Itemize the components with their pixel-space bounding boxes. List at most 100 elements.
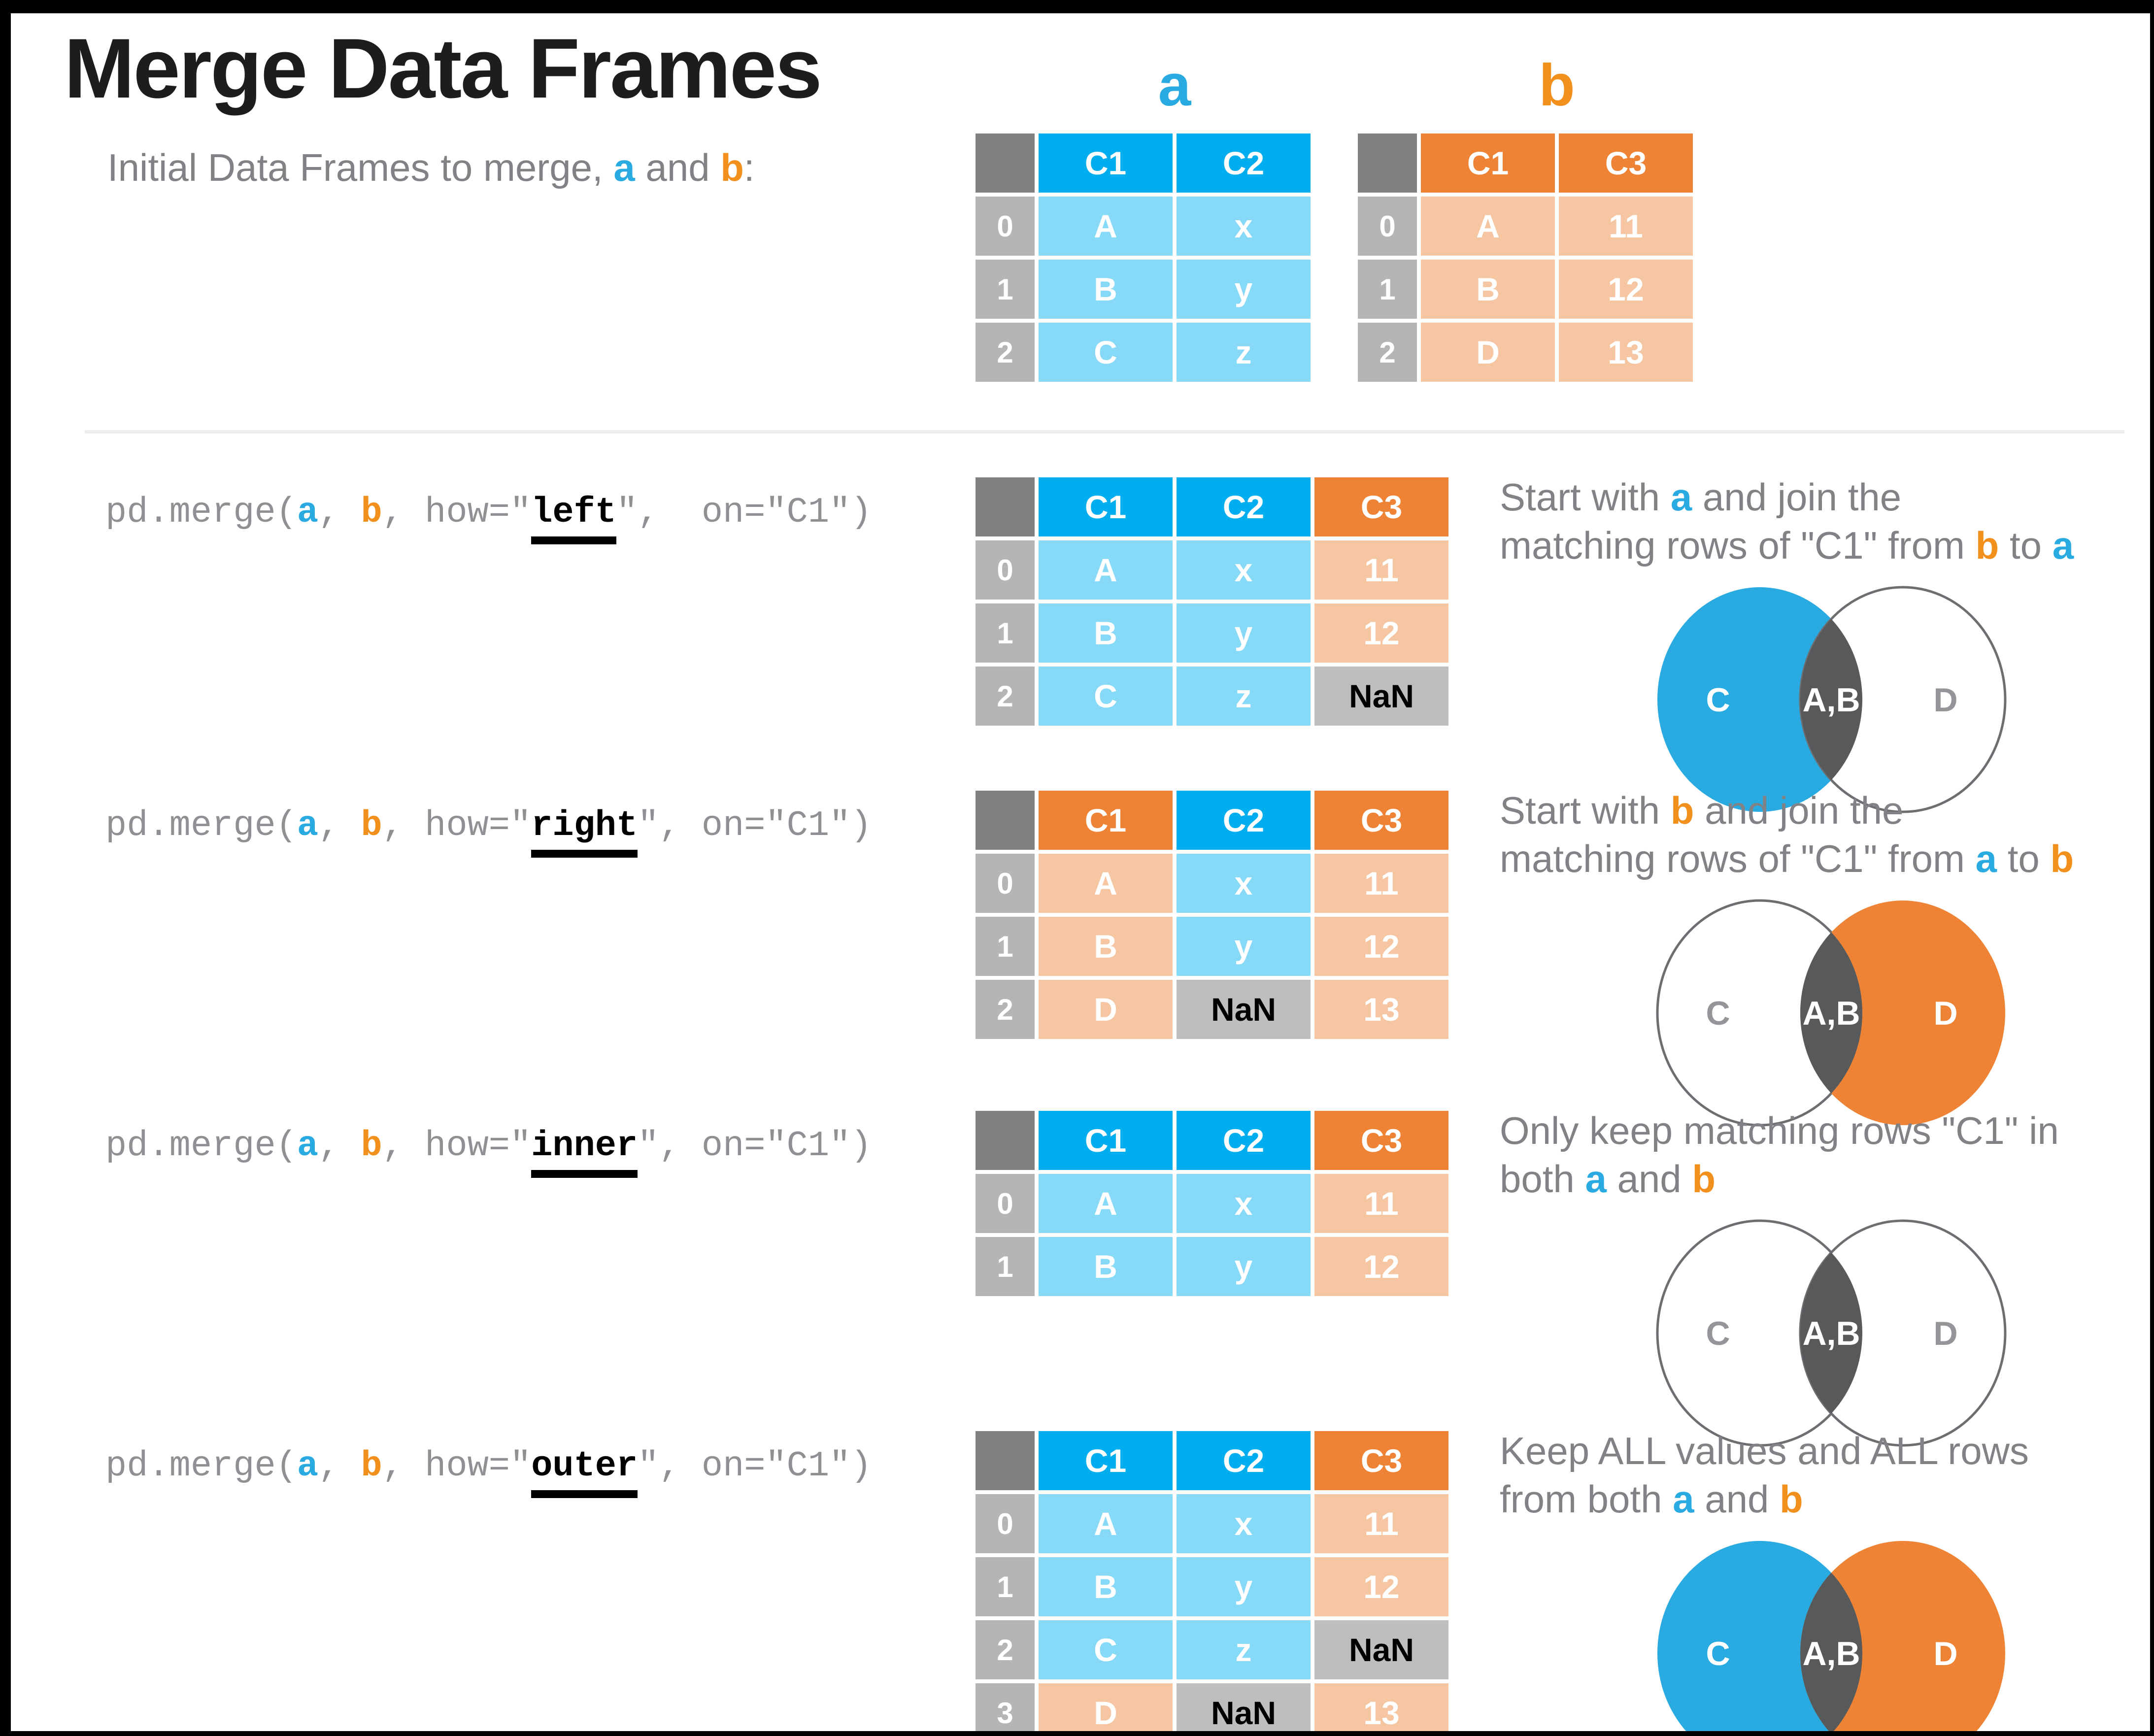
dataframe-label-a: a (1158, 52, 1191, 118)
venn-label-right: D (1933, 681, 1957, 719)
venn-diagram-1: C A,B D (1656, 899, 2005, 1127)
code-outer-how: outer (531, 1446, 638, 1498)
venn-label-intersection: A,B (1802, 681, 1860, 719)
venn-label-left: C (1706, 681, 1730, 719)
table-corner-cell (976, 1111, 1035, 1170)
table-cell: y (1177, 917, 1311, 976)
table-cell: D (1039, 980, 1173, 1039)
venn-label-intersection: A,B (1802, 1315, 1860, 1352)
code-line-left: pd.merge(a, b, how="left", on="C1") (105, 492, 872, 544)
table-header-cell: C1 (1039, 134, 1173, 193)
table-cell: x (1177, 1494, 1311, 1553)
table-header-cell: C2 (1177, 1431, 1311, 1490)
table-header-cell: C3 (1314, 791, 1448, 850)
table-cell: A (1039, 197, 1173, 256)
code-right-blue: a (297, 805, 319, 846)
table-header-cell: C1 (1039, 1111, 1173, 1170)
table-index-cell: 0 (976, 854, 1035, 913)
table-cell: x (1177, 540, 1311, 600)
venn-diagram-0: C A,B D (1657, 586, 2006, 813)
venn-label-right: D (1933, 1635, 1957, 1672)
desc-left-gray: Start with (1500, 475, 1671, 519)
table-cell: B (1039, 1557, 1173, 1616)
table-cell: z (1177, 667, 1311, 726)
desc-left-blue: a (1670, 475, 1692, 519)
desc-left-gray: to (1999, 523, 2053, 567)
code-inner-gray: ", on="C1") (638, 1126, 872, 1166)
description-text-outer: Keep ALL values and ALL rows from both a … (1500, 1427, 2150, 1523)
desc-inner-blue: a (1585, 1157, 1607, 1201)
table-header-cell: C1 (1039, 791, 1173, 850)
initial-table-group-b: b C1 C3 0 A 11 1 B 12 2 D 13 (1358, 46, 1693, 382)
code-right-gray: , (318, 805, 361, 846)
table-cell: 12 (1314, 1237, 1448, 1296)
code-line-outer: pd.merge(a, b, how="outer", on="C1") (105, 1446, 872, 1498)
table-header-cell: C2 (1177, 791, 1311, 850)
table-header-cell: C2 (1177, 477, 1311, 536)
desc-right-gray: to (1997, 836, 2051, 880)
desc-inner-orange: b (1692, 1157, 1716, 1201)
venn-diagram-3: C A,B D (1657, 1541, 2005, 1731)
section-right: pd.merge(a, b, how="right", on="C1") C1 C2… (11, 776, 2150, 1127)
table-header-cell: C2 (1177, 1111, 1311, 1170)
table-index-cell: 1 (976, 1557, 1035, 1616)
desc-inner-gray: and (1606, 1157, 1692, 1201)
desc-outer-gray: Keep ALL values and ALL rows (1500, 1429, 2029, 1472)
table-header-cell: C1 (1039, 1431, 1173, 1490)
code-inner-blue: a (297, 1126, 319, 1166)
table-index-cell: 0 (976, 540, 1035, 600)
intro-gray: Initial Data Frames to merge, (107, 146, 614, 189)
table-cell: y (1177, 1557, 1311, 1616)
desc-right-blue: a (1975, 836, 1997, 880)
code-inner-how: inner (531, 1126, 638, 1178)
table-nan-cell: NaN (1314, 667, 1448, 726)
venn-label-left: C (1706, 1635, 1730, 1672)
description-text-inner: Only keep matching rows "C1" in both a an… (1500, 1107, 2150, 1203)
initial-table-b: C1 C3 0 A 11 1 B 12 2 D 13 (1358, 134, 1693, 382)
code-outer-orange: b (361, 1446, 382, 1486)
section-outer: pd.merge(a, b, how="outer", on="C1") C1 C2… (11, 1416, 2150, 1731)
code-line-inner: pd.merge(a, b, how="inner", on="C1") (105, 1126, 872, 1178)
code-right-how: right (531, 805, 638, 858)
desc-left-orange: b (1975, 523, 1999, 567)
table-index-cell: 2 (1358, 323, 1417, 382)
table-corner-cell (1358, 134, 1417, 193)
table-index-cell: 2 (976, 323, 1035, 382)
desc-right-gray: matching rows of "C1" from (1500, 836, 1976, 880)
table-cell: A (1039, 1494, 1173, 1553)
table-cell: z (1177, 323, 1311, 382)
table-cell: 12 (1314, 917, 1448, 976)
table-cell: B (1039, 917, 1173, 976)
intro-text: Initial Data Frames to merge, a and b: (107, 145, 755, 190)
table-cell: A (1039, 1174, 1173, 1233)
table-corner-cell (976, 1431, 1035, 1490)
table-cell: 12 (1314, 603, 1448, 663)
table-cell: y (1177, 1237, 1311, 1296)
desc-right-orange: b (1670, 789, 1694, 832)
intro-blue: a (613, 146, 635, 189)
desc-outer-orange: b (1780, 1477, 1803, 1521)
table-cell: D (1039, 1683, 1173, 1731)
table-cell: B (1039, 260, 1173, 319)
dataframe-label-b: b (1539, 52, 1575, 118)
code-inner-orange: b (361, 1126, 382, 1166)
table-cell: z (1177, 1620, 1311, 1679)
code-left-how: left (531, 492, 617, 544)
venn-label-intersection: A,B (1802, 995, 1860, 1032)
table-index-cell: 0 (976, 1494, 1035, 1553)
table-cell: D (1421, 323, 1555, 382)
desc-right-gray: and join the (1694, 789, 1904, 832)
code-outer-gray: pd.merge( (105, 1446, 297, 1486)
intro-gray: : (743, 146, 755, 189)
table-cell: B (1039, 603, 1173, 663)
explanation-outer: Keep ALL values and ALL rows from both a … (1500, 1427, 2150, 1731)
venn-label-right: D (1933, 1315, 1957, 1352)
table-cell: A (1039, 854, 1173, 913)
table-cell: 12 (1559, 260, 1693, 319)
code-right-gray: ", on="C1") (638, 805, 872, 846)
table-index-cell: 1 (976, 603, 1035, 663)
